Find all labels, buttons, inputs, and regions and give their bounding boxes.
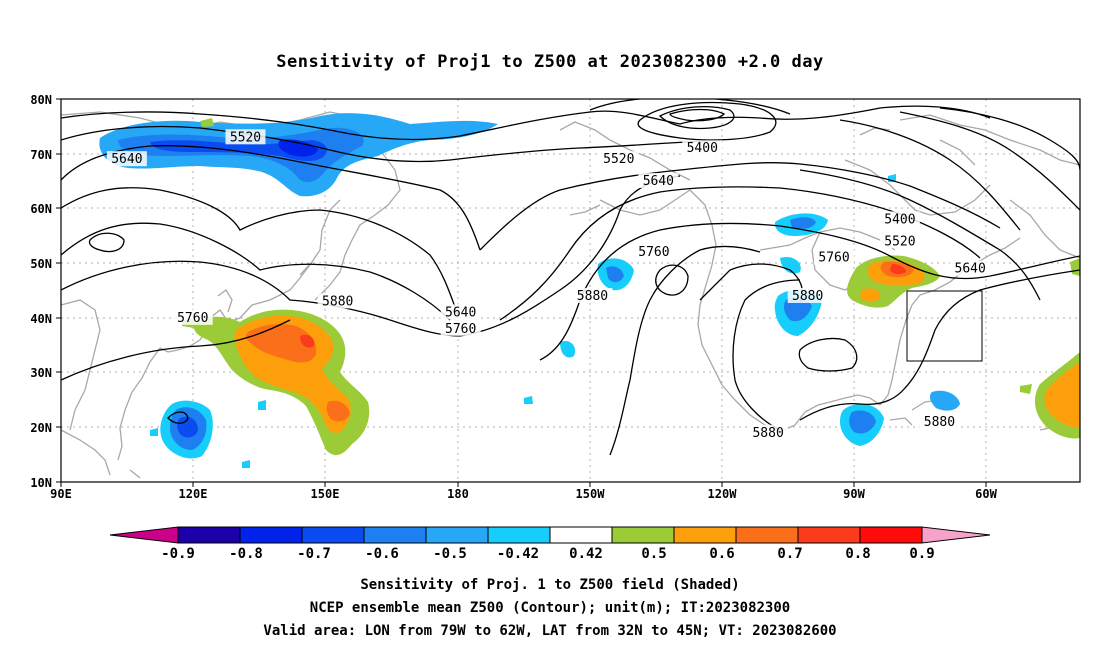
map-frame [60,98,1081,483]
lon-label: 150W [576,487,606,501]
contour-label-bg [317,293,358,309]
colorbar-box [487,526,551,544]
longitude-labels: 90E 120E 150E 180 150W 120W 90W 60W [50,487,997,501]
colorbar-label: -0.6 [365,546,399,562]
colorbar-box [549,526,613,544]
colorbar-box [735,526,799,544]
contour-label-bg [572,287,613,303]
contour-label-bg [172,309,213,325]
contour-label-bg [638,173,679,189]
colorbar-label: -0.42 [497,546,539,562]
lon-label: 90W [843,487,865,501]
contour-label: 5640 [111,152,142,167]
contour-label: 5640 [643,174,674,189]
lon-label: 150E [311,487,340,501]
contour-label-bg [919,413,960,429]
colorbar-boxes [177,526,923,544]
figure-title: Sensitivity of Proj1 to Z500 at 20230823… [276,52,823,72]
caption-line: Valid area: LON from 79W to 62W, LAT fro… [263,623,836,639]
lat-label: 70N [30,148,52,162]
colorbar-label: 0.9 [909,546,934,562]
colorbar-label: -0.7 [297,546,331,562]
colorbar-box [859,526,923,544]
caption-line: Sensitivity of Proj. 1 to Z500 field (Sh… [360,577,739,593]
colorbar-label: 0.7 [777,546,802,562]
colorbar-label: 0.8 [845,546,870,562]
colorbar-box [425,526,489,544]
contour-label: 5880 [322,294,353,309]
colorbar-box [177,526,241,544]
lon-label: 90E [50,487,72,501]
lon-label: 180 [447,487,469,501]
contour-label-bg [225,129,266,145]
contour-label: 5880 [924,415,955,430]
colorbar-label: 0.5 [641,546,666,562]
contour-label: 5640 [955,262,986,277]
lat-label: 40N [30,312,52,326]
colorbar-box [797,526,861,544]
valid-area-box [906,290,983,362]
contour-label-bg [814,249,855,265]
colorbar-label: -0.5 [433,546,467,562]
lat-label: 30N [30,366,52,380]
colorbar-box [301,526,365,544]
caption-line: NCEP ensemble mean Z500 (Contour); unit(… [310,600,790,616]
colorbar-box [611,526,675,544]
contour-label: 5400 [687,141,718,156]
contour-label-bg [682,140,723,156]
contour-label: 5520 [603,152,634,167]
lon-label: 60W [975,487,997,501]
colorbar-label: -0.8 [229,546,263,562]
colorbar-box [239,526,303,544]
contour-label-bg [440,320,481,336]
colorbar-high-triangle [921,526,991,544]
lat-label: 60N [30,202,52,216]
contour-label-bg [950,260,991,276]
contour-label: 5880 [577,289,608,304]
lat-label: 20N [30,421,52,435]
contour-label: 5760 [445,322,476,337]
contour-label: 5520 [230,130,261,145]
contour-label-bg [598,151,639,167]
contour-label-bg [748,424,789,440]
contour-label-bg [106,151,147,167]
lat-label: 10N [30,476,52,490]
latitude-labels: 80N 70N 60N 50N 40N 30N 20N 10N [30,93,52,490]
colorbar-label: -0.9 [161,546,195,562]
contour-label: 5640 [445,305,476,320]
colorbar-low-triangle [109,526,179,544]
contour-label-bg [879,211,920,227]
contour-labels: 5520 5640 5520 5400 5640 5400 5520 5640 5760 5760… [106,129,991,441]
colorbar-label: 0.6 [709,546,734,562]
contour-label: 5760 [638,245,669,260]
colorbar: -0.9 -0.8 -0.7 -0.6 -0.5 -0.42 0.42 0.5 … [109,526,991,562]
contour-label: 5760 [177,311,208,326]
contour-label: 5760 [818,251,849,266]
map-area: 5520 5640 5520 5400 5640 5400 5520 5640 5760 5760… [61,99,1080,482]
contour-label-bg [440,304,481,320]
lon-label: 120W [708,487,738,501]
colorbar-box [673,526,737,544]
axis-ticks [56,98,987,487]
contour-label-bg [787,287,828,303]
contour-label-bg [879,233,920,249]
contour-label: 5880 [752,426,783,441]
colorbar-label: 0.42 [569,546,603,562]
lon-label: 120E [179,487,208,501]
colorbar-box [363,526,427,544]
lat-label: 80N [30,93,52,107]
contour-label: 5520 [884,234,915,249]
contour-label: 5400 [884,212,915,227]
colorbar-labels: -0.9 -0.8 -0.7 -0.6 -0.5 -0.42 0.42 0.5 … [161,546,935,562]
contour-label: 5880 [792,289,823,304]
figure-caption: Sensitivity of Proj. 1 to Z500 field (Sh… [263,577,836,639]
contour-label-bg [633,244,674,260]
lat-label: 50N [30,257,52,271]
